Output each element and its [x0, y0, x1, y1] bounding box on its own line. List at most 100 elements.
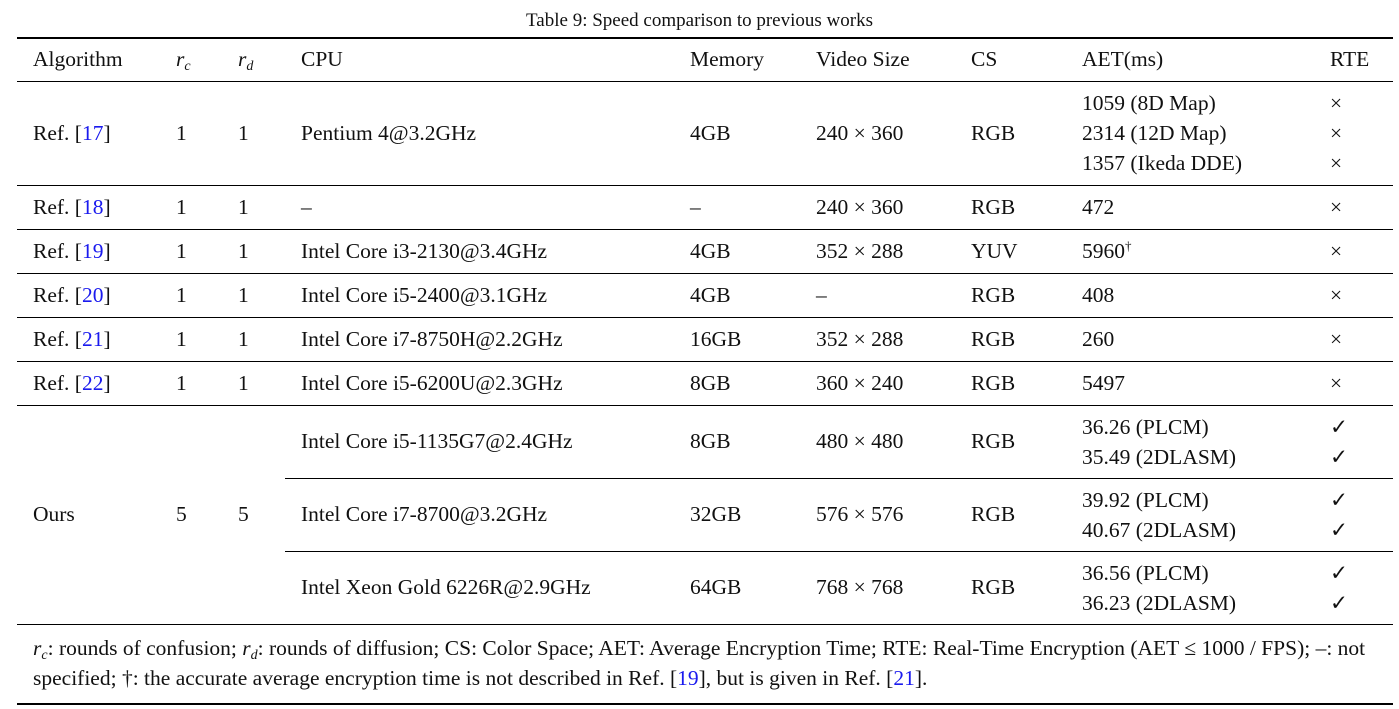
aet-value: 36.23 (2DLASM) [1082, 590, 1237, 615]
cpu-cell: Intel Core i7-8750H@2.2GHz [301, 326, 563, 351]
rte-mark: ✓ [1330, 487, 1349, 512]
header-symbol: r [238, 47, 247, 72]
citation-link[interactable]: 18 [81, 194, 104, 219]
aet-value: 260 [1082, 327, 1115, 351]
cpu-cell: – [301, 194, 312, 219]
header-row: Algorithm rc rd CPU Memory Video Size CS AET(ms… [17, 37, 1393, 82]
citation-link[interactable]: 21 [893, 665, 915, 690]
citation-link[interactable]: 20 [81, 282, 104, 307]
rte-cell: × [1314, 185, 1393, 229]
header-symbol: r [176, 47, 185, 72]
aet-value: 39.92 (PLCM) [1082, 487, 1209, 512]
memory-cell: – [690, 194, 701, 219]
aet-cell: 5497 [1066, 361, 1314, 405]
rd-cell: 5 [238, 502, 249, 526]
multi-line: × [1330, 192, 1393, 222]
header-cell: RTE [1314, 37, 1393, 82]
aet-value: 1357 (Ikeda DDE) [1082, 151, 1243, 175]
header-cell: Video Size [800, 37, 955, 82]
cpu-cell: Intel Xeon Gold 6226R@2.9GHz [285, 550, 674, 624]
table-row: Ref. [17] 1 1 Pentium 4@3.2GHz 4GB 240 × 360 R… [17, 81, 1393, 185]
video-cell: 352 × 288 [816, 238, 904, 263]
cs-cell: RGB [971, 120, 1016, 145]
aet-value: 40.67 (2DLASM) [1082, 517, 1237, 542]
rte-mark: × [1330, 327, 1343, 351]
multi-line: 39.92 (PLCM) 40.67 (2DLASM) [1082, 485, 1314, 545]
bracket: ] [103, 238, 111, 263]
header-subscript: d [246, 59, 254, 75]
multi-line: 408 [1082, 280, 1314, 310]
aet-cell: 472 [1066, 185, 1314, 229]
bracket: ] [103, 326, 111, 351]
multi-line: ✓ ✓ [1330, 485, 1393, 545]
algorithm-cell: Ours [33, 502, 75, 526]
video-cell: – [816, 282, 827, 307]
symbol: r [33, 635, 42, 660]
rte-mark: × [1330, 91, 1343, 115]
table-row: Ref. [22] 1 1 Intel Core i5-6200U@2.3GHz 8GB… [17, 361, 1393, 405]
memory-cell: 8GB [690, 429, 731, 453]
rte-mark: ✓ [1330, 444, 1349, 469]
bracket: ] [103, 370, 111, 395]
rd-cell: 1 [238, 238, 249, 263]
aet-value: 472 [1082, 195, 1115, 219]
multi-line: 36.56 (PLCM) 36.23 (2DLASM) [1082, 558, 1314, 618]
citation-link[interactable]: 21 [81, 326, 104, 351]
header-label: Algorithm [33, 47, 123, 72]
algorithm-label: Ref. [ [33, 326, 82, 351]
video-cell: 240 × 360 [816, 194, 904, 219]
multi-line: × [1330, 280, 1393, 310]
algorithm-cell: Ref. [19] [17, 229, 160, 273]
citation-link[interactable]: 17 [81, 120, 104, 145]
rd-cell: 1 [238, 282, 249, 307]
header-label: RTE [1330, 47, 1370, 72]
aet-cell: 36.56 (PLCM) 36.23 (2DLASM) [1066, 550, 1314, 624]
table-caption: Table 9: Speed comparison to previous wo… [526, 10, 873, 31]
rd-cell: 1 [238, 326, 249, 351]
multi-line: 5497 [1082, 368, 1314, 398]
rte-mark: × [1330, 283, 1343, 307]
rc-cell: 1 [176, 326, 187, 351]
citation-link[interactable]: 22 [81, 370, 104, 395]
citation-link[interactable]: 19 [677, 665, 699, 690]
table-row: Ref. [20] 1 1 Intel Core i5-2400@3.1GHz 4GB –… [17, 273, 1393, 317]
video-cell: 576 × 576 [800, 477, 955, 551]
rc-cell: 1 [176, 194, 187, 219]
cpu-cell: Pentium 4@3.2GHz [301, 120, 477, 145]
aet-value: 408 [1082, 283, 1115, 307]
table-row: Ref. [18] 1 1 – – 240 × 360 RGB 472 × [17, 185, 1393, 229]
rte-mark: ✓ [1330, 517, 1349, 542]
rte-cell: × [1314, 317, 1393, 361]
cpu-cell: Intel Core i7-8700@3.2GHz [285, 477, 674, 551]
cpu-cell: Intel Core i5-6200U@2.3GHz [301, 370, 563, 395]
video-cell: 240 × 360 [816, 120, 904, 145]
aet-cell: 5960† [1066, 229, 1314, 273]
algorithm-cell: Ref. [17] [17, 81, 160, 185]
aet-cell: 1059 (8D Map) 2314 (12D Map) 1357 (Ikeda D… [1066, 81, 1314, 185]
rc-cell: 1 [176, 238, 187, 263]
aet-value: 36.56 (PLCM) [1082, 560, 1209, 585]
footnote-text: : rounds of confusion; [47, 635, 243, 660]
footnote: rc: rounds of confusion; rd: rounds of d… [17, 623, 1393, 705]
multi-line: × [1330, 236, 1393, 266]
bracket: ] [103, 120, 111, 145]
aet-cell: 260 [1066, 317, 1314, 361]
subscript: c [41, 647, 48, 663]
rd-cell: 1 [238, 370, 249, 395]
aet-value: 1059 (8D Map) [1082, 91, 1216, 115]
aet-value: 2314 (12D Map) [1082, 121, 1227, 145]
cpu-cell: Intel Core i3-2130@3.4GHz [301, 238, 548, 263]
rte-cell: ✓ ✓ [1314, 550, 1393, 624]
rte-mark: ✓ [1330, 414, 1349, 439]
algorithm-label: Ref. [ [33, 194, 82, 219]
multi-line: 36.26 (PLCM) 35.49 (2DLASM) [1082, 412, 1314, 472]
citation-link[interactable]: 19 [81, 238, 104, 263]
video-cell: 352 × 288 [816, 326, 904, 351]
rc-cell: 1 [176, 120, 187, 145]
multi-line: × × × [1330, 88, 1393, 178]
rte-cell: ✓ ✓ [1314, 405, 1393, 478]
rte-cell: × [1314, 229, 1393, 273]
rte-cell: × [1314, 361, 1393, 405]
aet-cell: 408 [1066, 273, 1314, 317]
memory-cell: 8GB [690, 370, 731, 395]
